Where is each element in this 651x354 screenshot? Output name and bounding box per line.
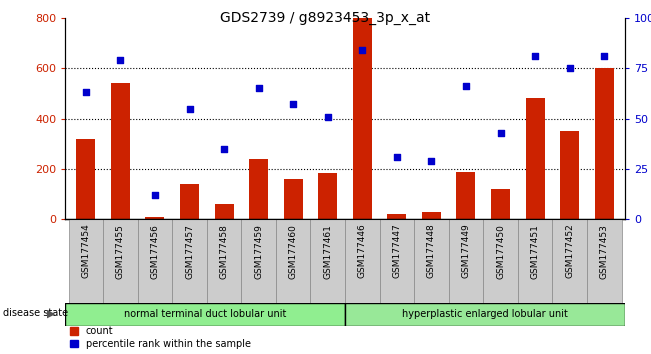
- Point: [495, 130, 506, 136]
- Point: [150, 193, 160, 198]
- Point: [288, 102, 298, 107]
- Bar: [284, 179, 303, 219]
- Point: [322, 114, 333, 119]
- Text: GSM177447: GSM177447: [393, 224, 402, 279]
- Text: GSM177448: GSM177448: [427, 224, 436, 279]
- Point: [426, 158, 437, 164]
- Bar: [414, 219, 449, 304]
- Bar: [449, 219, 483, 304]
- Point: [461, 84, 471, 89]
- Bar: [380, 219, 414, 304]
- Text: GSM177455: GSM177455: [116, 224, 125, 279]
- Text: disease state: disease state: [3, 308, 68, 318]
- Text: GSM177461: GSM177461: [324, 224, 332, 279]
- Text: GSM177451: GSM177451: [531, 224, 540, 279]
- Bar: [422, 212, 441, 219]
- Point: [392, 154, 402, 160]
- Point: [253, 85, 264, 91]
- Point: [530, 53, 540, 59]
- Bar: [249, 159, 268, 219]
- Point: [599, 53, 609, 59]
- Bar: [491, 189, 510, 219]
- Bar: [560, 131, 579, 219]
- Bar: [215, 204, 234, 219]
- Bar: [145, 217, 165, 219]
- Bar: [353, 18, 372, 219]
- Point: [357, 47, 368, 53]
- Text: hyperplastic enlarged lobular unit: hyperplastic enlarged lobular unit: [402, 309, 568, 319]
- Text: GSM177449: GSM177449: [462, 224, 471, 279]
- Point: [115, 57, 126, 63]
- Text: GSM177460: GSM177460: [288, 224, 298, 279]
- Text: GSM177450: GSM177450: [496, 224, 505, 279]
- Bar: [318, 173, 337, 219]
- Point: [184, 105, 195, 111]
- Bar: [483, 219, 518, 304]
- Text: GSM177458: GSM177458: [219, 224, 229, 279]
- Text: GSM177459: GSM177459: [254, 224, 263, 279]
- Bar: [595, 68, 614, 219]
- Text: GDS2739 / g8923453_3p_x_at: GDS2739 / g8923453_3p_x_at: [221, 11, 430, 25]
- Bar: [456, 172, 475, 219]
- Bar: [65, 303, 345, 326]
- Point: [219, 146, 229, 152]
- Bar: [137, 219, 173, 304]
- Text: GSM177452: GSM177452: [565, 224, 574, 279]
- Bar: [387, 215, 406, 219]
- Legend: count, percentile rank within the sample: count, percentile rank within the sample: [70, 326, 251, 349]
- Point: [81, 90, 91, 95]
- Bar: [345, 303, 625, 326]
- Bar: [111, 83, 130, 219]
- Bar: [553, 219, 587, 304]
- Bar: [76, 139, 95, 219]
- Text: GSM177454: GSM177454: [81, 224, 90, 279]
- Bar: [311, 219, 345, 304]
- Bar: [276, 219, 311, 304]
- Text: GSM177457: GSM177457: [185, 224, 194, 279]
- Bar: [242, 219, 276, 304]
- Bar: [518, 219, 553, 304]
- Point: [564, 65, 575, 71]
- Text: normal terminal duct lobular unit: normal terminal duct lobular unit: [124, 309, 286, 319]
- Bar: [525, 98, 545, 219]
- Bar: [207, 219, 242, 304]
- Bar: [68, 219, 103, 304]
- Text: GSM177446: GSM177446: [358, 224, 367, 279]
- Bar: [103, 219, 137, 304]
- Bar: [345, 219, 380, 304]
- Bar: [180, 184, 199, 219]
- Text: GSM177456: GSM177456: [150, 224, 159, 279]
- Bar: [173, 219, 207, 304]
- Bar: [587, 219, 622, 304]
- Text: GSM177453: GSM177453: [600, 224, 609, 279]
- Text: ▶: ▶: [47, 308, 55, 318]
